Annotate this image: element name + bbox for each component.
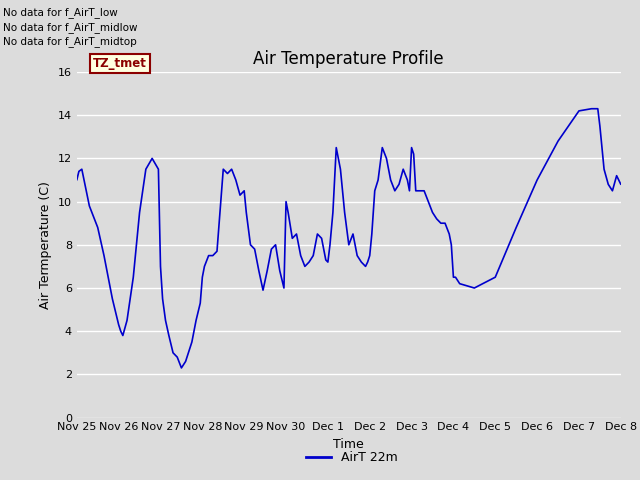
Text: TZ_tmet: TZ_tmet — [93, 57, 147, 70]
Legend: AirT 22m: AirT 22m — [301, 446, 403, 469]
Text: No data for f_AirT_midlow: No data for f_AirT_midlow — [3, 22, 138, 33]
Y-axis label: Air Termperature (C): Air Termperature (C) — [39, 181, 52, 309]
Text: No data for f_AirT_low: No data for f_AirT_low — [3, 7, 118, 18]
Title: Air Temperature Profile: Air Temperature Profile — [253, 49, 444, 68]
Text: No data for f_AirT_midtop: No data for f_AirT_midtop — [3, 36, 137, 47]
X-axis label: Time: Time — [333, 438, 364, 451]
